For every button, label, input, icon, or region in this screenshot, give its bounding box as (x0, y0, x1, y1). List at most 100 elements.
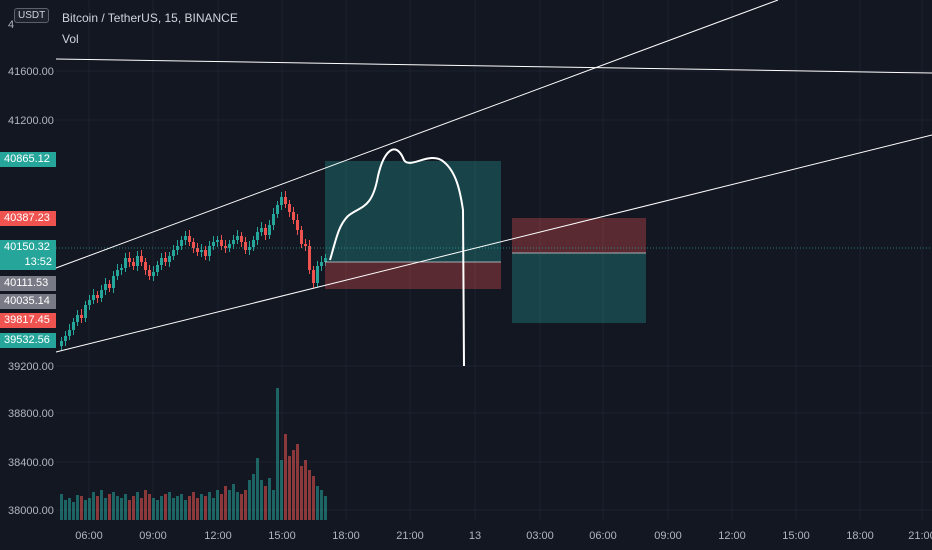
candle (80, 309, 83, 323)
candle-body (288, 204, 291, 212)
candle-body (220, 240, 223, 246)
candle-body (132, 262, 135, 266)
volume-bar (68, 498, 71, 520)
volume-bar (268, 478, 271, 520)
volume-bar (184, 500, 187, 520)
candle (104, 278, 107, 295)
candle (64, 331, 67, 346)
channel-lower-line (55, 134, 932, 353)
x-tick-label: 03:00 (526, 530, 554, 542)
candle-body (68, 330, 71, 336)
countdown-value: 13:52 (24, 256, 52, 268)
candle-body (160, 258, 163, 265)
candle (216, 236, 219, 247)
volume-bar (100, 490, 103, 520)
volume-bar (252, 474, 255, 520)
candle-body (80, 315, 83, 318)
candle (160, 253, 163, 270)
candle (132, 258, 135, 270)
volume-layer (60, 388, 327, 520)
candle (184, 231, 187, 245)
candle-body (188, 236, 191, 242)
candle-body (120, 268, 123, 270)
candle (68, 324, 71, 340)
level-price-label-3: 39817.45 (0, 313, 56, 328)
candle-body (192, 242, 195, 248)
x-tick-label: 18:00 (332, 530, 360, 542)
candle (108, 280, 111, 292)
candle (204, 246, 207, 260)
candle (196, 243, 199, 256)
candle-body (172, 250, 175, 256)
volume-bar (124, 494, 127, 520)
candle (200, 244, 203, 257)
candle (152, 266, 155, 281)
y-tick-label: 41600.00 (8, 66, 54, 78)
x-tick-label: 09:00 (139, 530, 167, 542)
volume-bar (292, 450, 295, 520)
volume-bar (248, 480, 251, 520)
candle (220, 235, 223, 250)
candle-body (240, 236, 243, 242)
candle-body (200, 250, 203, 252)
candle-body (228, 244, 231, 248)
candle (112, 271, 115, 293)
candle-body (316, 266, 319, 283)
candle (284, 191, 287, 208)
candle (224, 240, 227, 253)
candle-layer (60, 191, 327, 350)
candle (276, 201, 279, 218)
target-price-label: 40865.12 (0, 152, 56, 167)
candle (308, 240, 311, 274)
volume-bar (128, 500, 131, 520)
y-tick-label: 41200.00 (8, 115, 54, 127)
volume-bar (264, 486, 267, 520)
volume-bar (60, 494, 63, 520)
volume-bar (208, 492, 211, 520)
candle (140, 250, 143, 266)
candle-body (212, 242, 215, 246)
candle-body (168, 256, 171, 262)
candle (172, 245, 175, 260)
candle-body (260, 228, 263, 232)
candle (144, 258, 147, 275)
candle (312, 266, 315, 288)
volume-bar (104, 498, 107, 520)
volume-bar (192, 492, 195, 520)
candle (60, 337, 63, 350)
candle-body (248, 247, 251, 250)
volume-bar (88, 498, 91, 520)
candle (88, 295, 91, 310)
volume-bar (300, 466, 303, 520)
candle-body (96, 295, 99, 298)
volume-bar (288, 456, 291, 520)
candle-body (76, 315, 79, 322)
candle-body (268, 225, 271, 235)
short-stop-zone (512, 218, 646, 253)
volume-bar (284, 434, 287, 520)
y-tick-label: 38800.00 (8, 408, 54, 420)
candle (128, 252, 131, 267)
candle-body (252, 240, 255, 247)
candle (304, 239, 307, 251)
x-tick-label: 21:00 (908, 530, 932, 542)
candle-body (308, 246, 311, 270)
currency-badge[interactable]: USDT (14, 8, 50, 23)
volume-bar (244, 490, 247, 520)
candle (232, 235, 235, 249)
volume-bar (172, 498, 175, 520)
candle (168, 252, 171, 267)
candle (136, 251, 139, 271)
volume-bar (164, 494, 167, 520)
candle-body (300, 230, 303, 244)
volume-bar (308, 470, 311, 520)
x-tick-label: 12:00 (204, 530, 232, 542)
candle-body (88, 300, 91, 305)
volume-bar (260, 480, 263, 520)
volume-bar (232, 484, 235, 520)
candle (92, 289, 95, 304)
volume-bar (316, 486, 319, 520)
volume-bar (180, 494, 183, 520)
candle-body (128, 258, 131, 262)
